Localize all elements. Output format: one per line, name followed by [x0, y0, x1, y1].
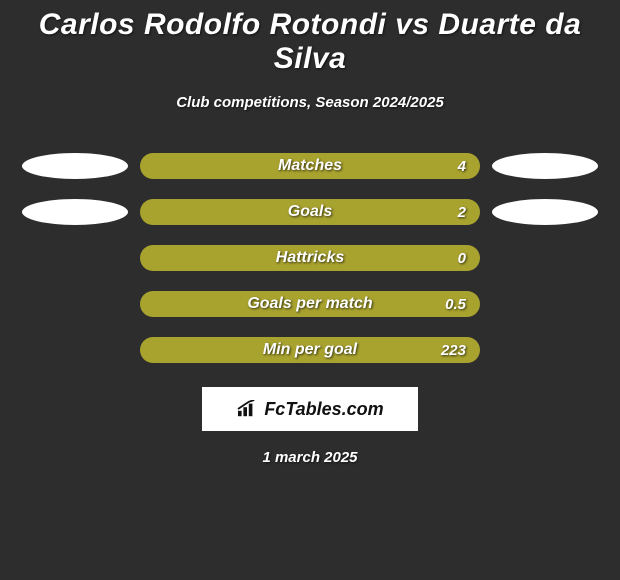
stat-bar-hattricks: Hattricks 0 — [140, 245, 480, 271]
stat-bar-matches: Matches 4 — [140, 153, 480, 179]
stat-label: Goals per match — [247, 295, 372, 313]
player-right-marker — [492, 153, 598, 179]
stat-value: 2 — [458, 204, 466, 221]
stat-rows: Matches 4 Goals 2 Hattricks 0 Goals — [0, 153, 620, 363]
stat-label: Hattricks — [276, 249, 344, 267]
stat-value: 223 — [441, 342, 466, 359]
chart-container: Carlos Rodolfo Rotondi vs Duarte da Silv… — [0, 0, 620, 466]
stat-value: 0.5 — [445, 296, 466, 313]
stat-value: 4 — [458, 158, 466, 175]
bar-chart-icon — [236, 400, 258, 418]
stat-row: Matches 4 — [0, 153, 620, 179]
subtitle: Club competitions, Season 2024/2025 — [0, 94, 620, 111]
stat-row: Min per goal 223 — [0, 337, 620, 363]
player-left-marker — [22, 199, 128, 225]
page-title: Carlos Rodolfo Rotondi vs Duarte da Silv… — [0, 8, 620, 76]
stat-value: 0 — [458, 250, 466, 267]
stat-bar-min-per-goal: Min per goal 223 — [140, 337, 480, 363]
brand-text: FcTables.com — [264, 399, 383, 420]
stat-row: Goals 2 — [0, 199, 620, 225]
brand-badge: FcTables.com — [202, 387, 418, 431]
stat-row: Hattricks 0 — [0, 245, 620, 271]
stat-label: Matches — [278, 157, 342, 175]
date-label: 1 march 2025 — [0, 449, 620, 466]
stat-label: Goals — [288, 203, 332, 221]
player-left-marker — [22, 153, 128, 179]
stat-bar-goals-per-match: Goals per match 0.5 — [140, 291, 480, 317]
stat-bar-goals: Goals 2 — [140, 199, 480, 225]
player-right-marker — [492, 199, 598, 225]
stat-row: Goals per match 0.5 — [0, 291, 620, 317]
stat-label: Min per goal — [263, 341, 357, 359]
